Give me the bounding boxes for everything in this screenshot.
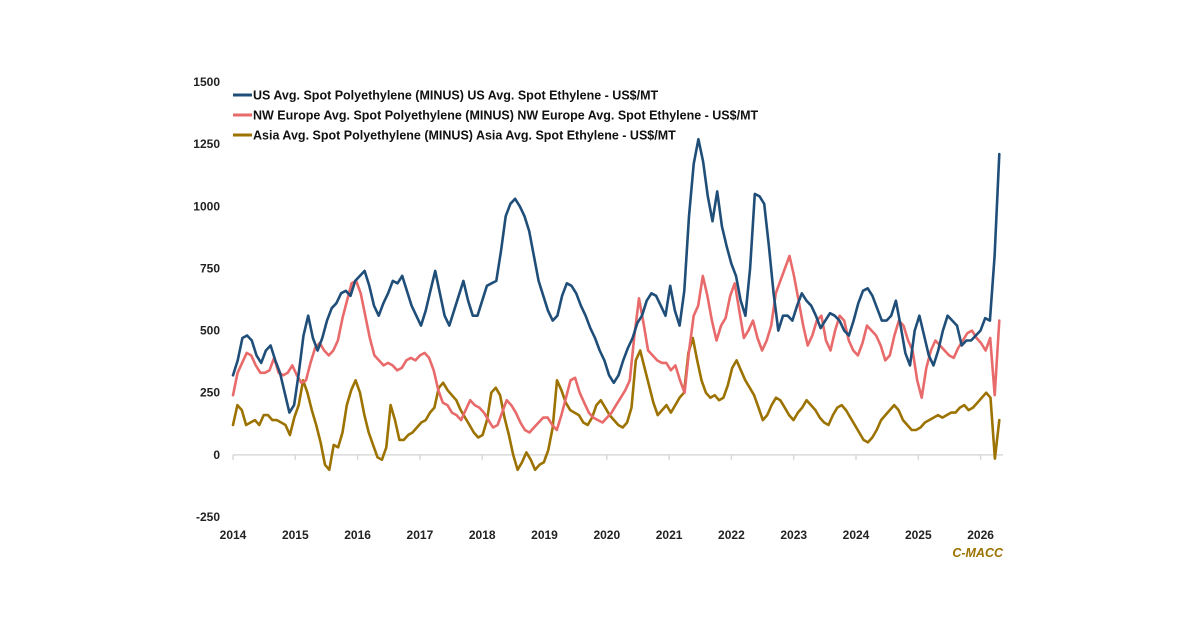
y-tick-label: 1250 [193, 137, 220, 151]
series-line-nw-europe [231, 254, 1001, 434]
y-tick-label: 1000 [193, 199, 220, 213]
y-tick-label: -250 [196, 510, 220, 524]
legend-label: NW Europe Avg. Spot Polyethylene (MINUS)… [253, 109, 758, 123]
source-label: C-MACC [952, 546, 1004, 560]
legend-label: US Avg. Spot Polyethylene (MINUS) US Avg… [253, 89, 658, 103]
x-tick-label: 2015 [282, 528, 309, 542]
x-tick-label: 2024 [843, 528, 870, 542]
y-tick-label: 0 [213, 448, 220, 462]
y-tick-label: 750 [200, 261, 220, 275]
x-tick-label: 2017 [407, 528, 434, 542]
series-line-us [231, 137, 1001, 414]
series-layer [231, 137, 1001, 472]
legend-label: Asia Avg. Spot Polyethylene (MINUS) Asia… [253, 129, 676, 143]
x-tick-label: 2019 [531, 528, 558, 542]
x-tick-label: 2026 [967, 528, 994, 542]
x-tick-label: 2020 [593, 528, 620, 542]
x-tick-label: 2018 [469, 528, 496, 542]
x-tick-label: 2016 [344, 528, 371, 542]
x-axis: 2014 2015 2016 2017 2018 2019 2020 2021 2022 2023… [220, 454, 1003, 542]
x-tick-label: 2022 [718, 528, 745, 542]
x-tick-label: 2014 [220, 528, 247, 542]
legend: US Avg. Spot Polyethylene (MINUS) US Avg… [233, 89, 758, 143]
y-axis: -250 0 250 500 750 1000 1250 1500 [193, 75, 220, 524]
series-line-asia [231, 336, 1001, 472]
y-tick-label: 250 [200, 386, 220, 400]
y-tick-label: 1500 [193, 75, 220, 89]
x-tick-label: 2021 [656, 528, 683, 542]
x-tick-label: 2025 [905, 528, 932, 542]
x-tick-label: 2023 [780, 528, 807, 542]
y-tick-label: 500 [200, 324, 220, 338]
